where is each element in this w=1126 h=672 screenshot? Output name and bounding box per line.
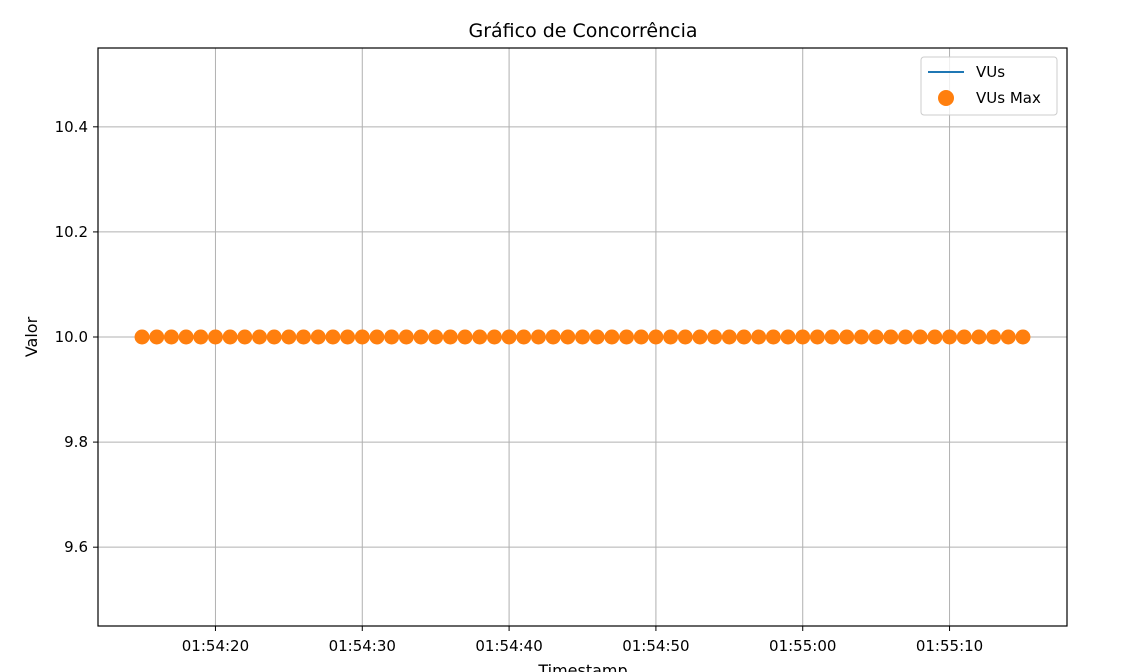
vus-max-point [1015,329,1031,345]
vus-max-point [853,329,869,345]
vus-max-point [325,329,341,345]
vus-max-point [193,329,209,345]
legend-vus-label: VUs [976,63,1005,81]
y-tick-label: 10.4 [55,118,88,136]
vus-max-point [472,329,488,345]
vus-max-point [501,329,517,345]
vus-max-point [560,329,576,345]
vus-max-point [398,329,414,345]
vus-max-point [1000,329,1016,345]
vus-max-point [207,329,223,345]
vus-max-point [927,329,943,345]
vus-max-point [633,329,649,345]
vus-max-point [986,329,1002,345]
vus-max-point [178,329,194,345]
vus-max-point [883,329,899,345]
vus-max-point [530,329,546,345]
vus-max-point [442,329,458,345]
vus-max-point [457,329,473,345]
legend: VUs VUs Max [920,56,1058,116]
vus-max-point [795,329,811,345]
vus-max-point [545,329,561,345]
y-axis-ticks: 9.6 9.8 10.0 10.2 10.4 [55,118,98,556]
vus-max-point [780,329,796,345]
vus-max-point [648,329,664,345]
vus-max-point [765,329,781,345]
vus-max-point [868,329,884,345]
vus-max-point [619,329,635,345]
y-tick-label: 9.6 [64,538,88,556]
vus-max-point [751,329,767,345]
vus-max-point [252,329,267,345]
y-tick-label: 10.2 [55,223,88,241]
chart-title: Gráfico de Concorrência [468,20,697,42]
vus-max-point [575,329,590,345]
legend-vus-max-label: VUs Max [976,89,1041,107]
vus-max-point [384,329,400,345]
y-tick-label: 9.8 [64,433,88,451]
vus-max-point [310,329,326,345]
x-tick-label: 01:54:40 [475,637,542,655]
series-layer [134,329,1031,345]
x-tick-label: 01:55:00 [769,637,836,655]
vus-max-point [942,329,958,345]
vus-max-point [707,329,723,345]
vus-max-point [134,329,150,345]
vus-max-point [677,329,693,345]
legend-vus-max-marker [938,90,954,106]
vus-max-point [354,329,370,345]
vus-max-point [971,329,987,345]
vus-max-point [824,329,840,345]
vus-max-point [163,329,179,345]
vus-max-point [369,329,385,345]
vus-max-point [296,329,312,345]
vus-max-point [692,329,708,345]
vus-max-point [912,329,928,345]
vus-max-point [736,329,752,345]
vus-max-point [222,329,238,345]
y-tick-label: 10.0 [55,328,88,346]
vus-max-point [604,329,620,345]
vus-max-point [486,329,502,345]
x-axis-ticks: 01:54:20 01:54:30 01:54:40 01:54:50 01:55:00… [182,626,983,655]
vus-max-point [340,329,356,345]
vus-max-point [516,329,532,345]
vus-max-point [266,329,282,345]
vus-max-point [281,329,297,345]
vus-max-point [956,329,972,345]
x-tick-label: 01:54:30 [329,637,396,655]
vus-max-point [428,329,444,345]
vus-max-point [898,329,913,345]
x-axis-label: Timestamp [537,661,627,672]
x-tick-label: 01:54:20 [182,637,249,655]
x-tick-label: 01:54:50 [622,637,689,655]
vus-max-point [413,329,429,345]
vus-max-point [589,329,605,345]
x-tick-label: 01:55:10 [916,637,983,655]
vus-max-point [809,329,825,345]
vus-max-point [839,329,855,345]
vus-max-point [663,329,679,345]
y-axis-label: Valor [22,316,41,357]
vus-max-point [149,329,165,345]
vus-max-point [721,329,737,345]
vus-max-point [237,329,253,345]
